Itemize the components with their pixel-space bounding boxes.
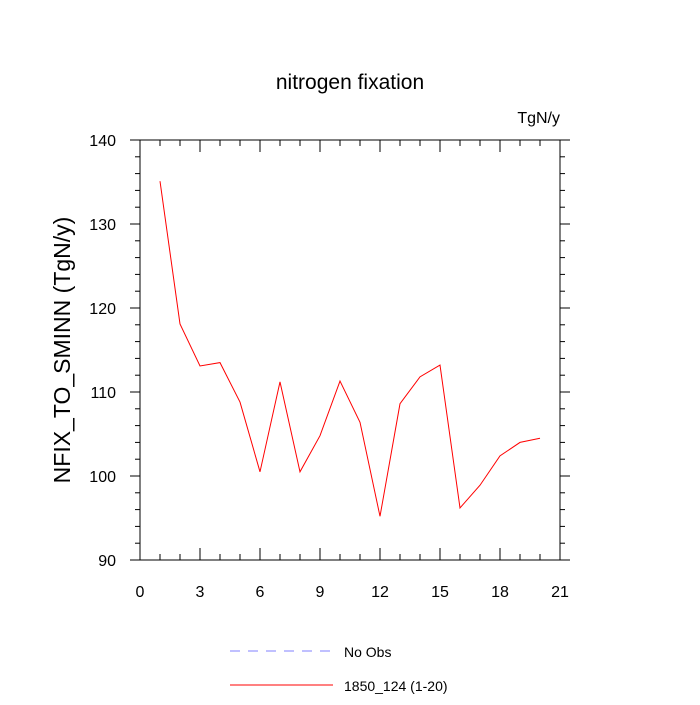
series-line <box>159 181 541 517</box>
axis-ticks <box>130 139 570 561</box>
x-tick-label: 0 <box>136 584 145 601</box>
x-tick-label: 6 <box>256 584 265 601</box>
y-tick-label: 100 <box>89 469 116 486</box>
legend-label: No Obs <box>344 644 391 660</box>
x-tick-label: 18 <box>491 584 509 601</box>
x-tick-label: 9 <box>316 584 325 601</box>
x-tick-label: 3 <box>196 584 205 601</box>
plot-frame <box>139 139 561 561</box>
y-tick-label: 110 <box>90 385 116 402</box>
axis-tick-labels: 0 3 6 9 12 15 18 21 90 100 110 120 130 140 <box>89 133 569 601</box>
x-tick-label: 15 <box>431 584 449 601</box>
legend-label: 1850_124 (1-20) <box>344 678 448 694</box>
units-label: TgN/y <box>517 110 560 127</box>
y-axis-label: NFIX_TO_SMINN (TgN/y) <box>49 217 75 484</box>
chart-title: nitrogen fixation <box>276 71 424 94</box>
y-tick-label: 130 <box>89 217 116 234</box>
y-tick-label: 120 <box>89 301 116 318</box>
series-lines <box>159 181 541 517</box>
x-tick-label: 21 <box>551 584 569 601</box>
x-tick-label: 12 <box>371 584 389 601</box>
legend: No Obs 1850_124 (1-20) <box>230 644 448 694</box>
y-tick-label: 90 <box>98 553 116 570</box>
y-tick-label: 140 <box>89 133 116 150</box>
